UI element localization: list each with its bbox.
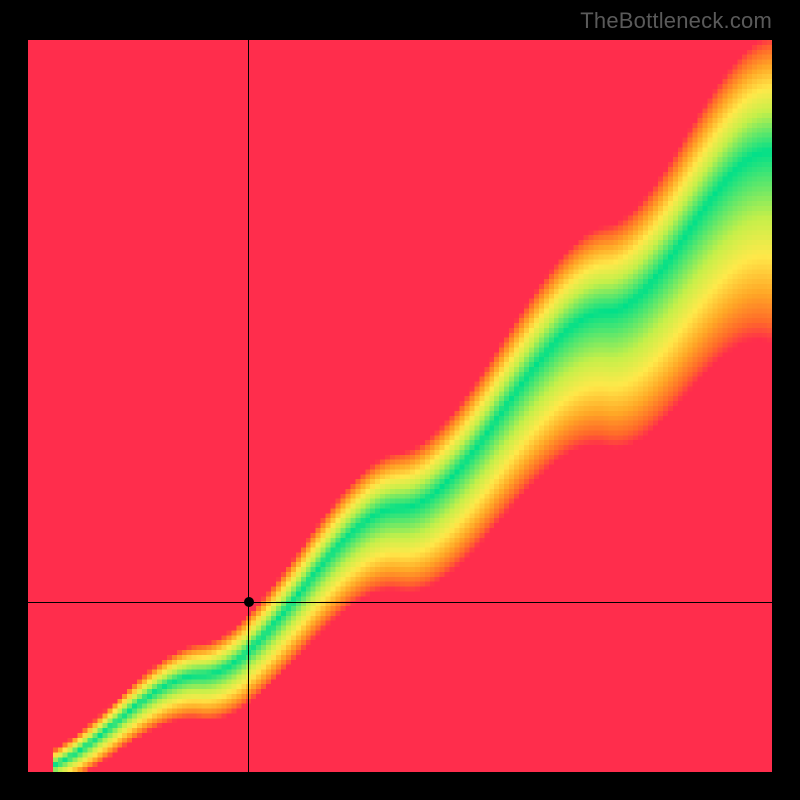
heatmap-plot	[28, 40, 772, 772]
crosshair-marker	[244, 597, 254, 607]
watermark-text: TheBottleneck.com	[580, 8, 772, 34]
crosshair-vertical	[248, 40, 249, 772]
chart-frame: TheBottleneck.com	[0, 0, 800, 800]
crosshair-horizontal	[28, 602, 772, 603]
heatmap-canvas	[28, 40, 772, 772]
